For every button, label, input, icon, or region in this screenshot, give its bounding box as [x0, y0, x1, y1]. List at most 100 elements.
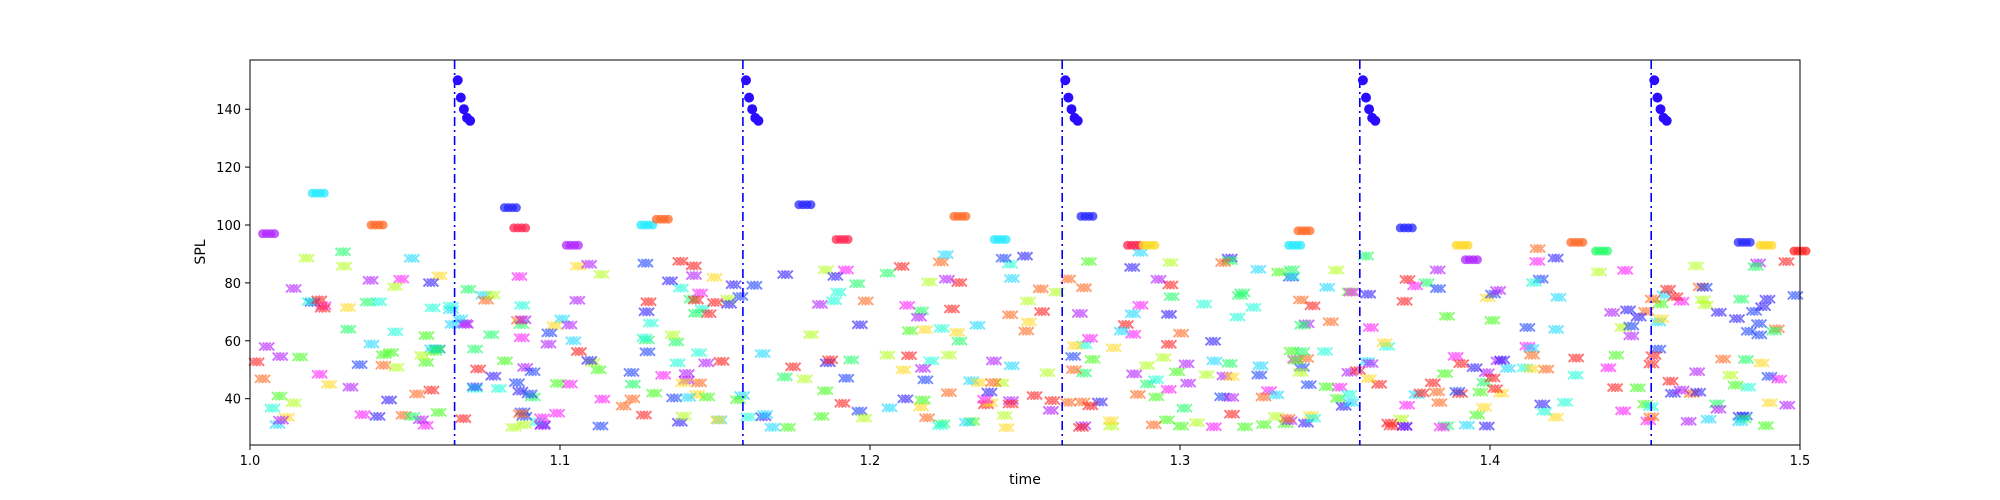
note-x-stroke [764, 422, 774, 432]
note-x-stroke [879, 350, 889, 360]
note-x-stroke [321, 303, 331, 314]
note-x-stroke [1240, 422, 1250, 432]
note-x-stroke [898, 300, 909, 310]
note-x-stroke [1603, 307, 1614, 318]
note-x-stroke [1350, 397, 1360, 408]
note-x-stroke [524, 389, 535, 399]
note-x-marker [1080, 256, 1098, 267]
note-x-stroke [1150, 274, 1160, 285]
note-x-marker [408, 389, 426, 399]
note-x-stroke [1557, 292, 1567, 302]
note-x-stroke [796, 374, 806, 384]
note-x-stroke [1758, 302, 1768, 312]
note-x-stroke [1611, 350, 1621, 360]
note-x-marker [466, 344, 484, 354]
note-x-stroke [1002, 253, 1012, 263]
note-x-marker [1436, 368, 1454, 379]
note-x-stroke [1529, 243, 1539, 254]
note-x-stroke [1331, 265, 1341, 275]
note-x-marker [339, 302, 357, 313]
note-x-stroke [597, 394, 608, 404]
note-x-stroke [528, 389, 538, 399]
note-x-stroke [678, 368, 688, 379]
note-x-stroke [375, 360, 385, 370]
note-x-stroke [1326, 317, 1336, 327]
note-x-stroke [1707, 414, 1717, 424]
note-x-stroke [1633, 312, 1644, 322]
note-x-marker [1204, 336, 1222, 347]
note-x-stroke [431, 271, 441, 281]
note-x-stroke [568, 379, 578, 389]
note-x-stroke [921, 395, 931, 405]
note-x-stroke [390, 282, 400, 292]
note-x-stroke [1165, 280, 1176, 290]
x-tick-label: 1.2 [860, 454, 881, 469]
note-x-stroke [1039, 367, 1049, 378]
note-x-marker [403, 253, 421, 263]
note-x-stroke [776, 372, 786, 382]
note-x-stroke [363, 339, 373, 349]
note-x-stroke [837, 265, 848, 275]
note-x-stroke [1768, 398, 1779, 408]
note-x-marker [354, 409, 371, 420]
note-x-stroke [1271, 411, 1281, 422]
note-x-stroke [1476, 377, 1486, 388]
note-x-stroke [653, 388, 663, 398]
note-x-marker [1066, 340, 1084, 351]
note-x-stroke [1433, 422, 1443, 432]
note-x-stroke [914, 312, 924, 322]
note-x-marker [910, 312, 928, 322]
note-x-stroke [1484, 315, 1494, 326]
note-x-marker [513, 333, 530, 343]
note-x-marker [1176, 403, 1193, 413]
note-x-stroke [1536, 256, 1546, 267]
note-x-stroke [467, 284, 477, 294]
note-x-stroke [828, 355, 839, 365]
note-x-stroke [1227, 409, 1237, 419]
note-circle-marker [1801, 246, 1811, 256]
note-x-stroke [1754, 330, 1764, 340]
note-x-stroke [1001, 422, 1012, 433]
note-x-stroke [834, 271, 844, 282]
note-x-stroke [276, 415, 286, 425]
note-x-stroke [697, 347, 708, 358]
note-x-stroke [462, 413, 472, 424]
note-x-stroke [396, 274, 406, 284]
note-x-marker [1489, 285, 1507, 296]
note-x-stroke [1271, 390, 1282, 400]
note-x-stroke [1003, 361, 1014, 371]
note-x-stroke [921, 277, 931, 287]
note-x-marker [1322, 317, 1340, 327]
y-tick-label: 80 [224, 277, 241, 292]
note-x-stroke [1135, 300, 1146, 311]
note-x-marker [285, 283, 302, 294]
note-x-stroke [1250, 264, 1260, 274]
note-x-stroke [1036, 284, 1046, 294]
note-x-stroke [925, 412, 936, 423]
note-x-stroke [410, 253, 421, 263]
note-x-stroke [1406, 281, 1417, 291]
note-x-stroke [1167, 384, 1177, 394]
note-x-stroke [939, 257, 950, 267]
note-x-stroke [540, 339, 550, 349]
note-x-stroke [1687, 261, 1698, 271]
note-x-stroke [834, 398, 844, 409]
note-circle-marker [1463, 240, 1473, 250]
note-x-stroke [1757, 318, 1768, 329]
note-x-stroke [690, 378, 701, 388]
note-x-stroke [1214, 257, 1225, 268]
note-x-stroke [517, 300, 527, 311]
note-x-stroke [923, 356, 933, 366]
note-x-stroke [1044, 395, 1054, 406]
note-x-stroke [254, 374, 264, 384]
note-x-stroke [1076, 422, 1086, 433]
note-x-stroke [451, 319, 461, 330]
note-x-marker [665, 393, 683, 403]
note-x-stroke [1169, 257, 1179, 268]
note-x-marker [1250, 264, 1267, 274]
note-x-stroke [1065, 364, 1076, 375]
note-x-stroke [1295, 367, 1306, 378]
note-x-marker [1484, 315, 1501, 326]
note-x-stroke [1213, 392, 1224, 402]
note-x-marker [1327, 265, 1345, 275]
